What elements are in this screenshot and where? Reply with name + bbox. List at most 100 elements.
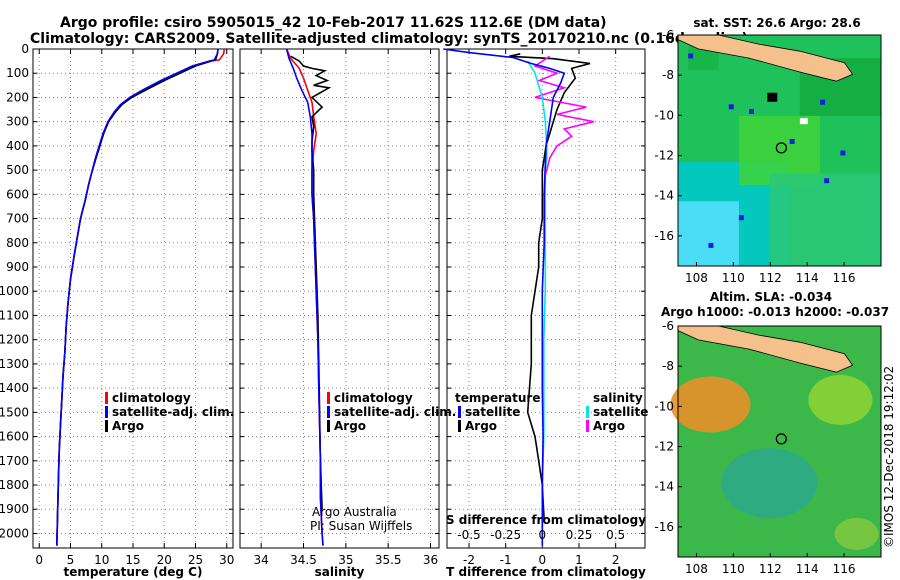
sst-map-title: sat. SST: 26.6 Argo: 28.6: [693, 16, 860, 30]
sst-pixel: [799, 118, 808, 125]
map-x-tick-label: 112: [759, 562, 782, 576]
credit-line1: Argo Australia: [312, 505, 397, 519]
legend-temperature-title: temperature: [455, 391, 540, 405]
sst-pixel: [820, 99, 826, 105]
legend-satellite-adj-label: satellite-adj. clim.: [112, 405, 234, 419]
sla-low: [721, 448, 818, 519]
y-tick-label: 2000: [0, 526, 29, 540]
x-tick-label: 15: [125, 553, 140, 567]
map-x-tick-label: 110: [722, 271, 745, 285]
figure-title-line2: Climatology: CARS2009. Satellite-adjuste…: [30, 31, 748, 47]
x-tick-label: -1: [500, 553, 512, 567]
sst-pixel: [738, 215, 744, 221]
series-satellite-t-diff: [443, 48, 566, 546]
y-tick-label: 900: [6, 260, 29, 274]
map-x-tick-label: 114: [796, 271, 819, 285]
legend-climatology-swatch: [105, 392, 108, 404]
credit-line2: PI: Susan Wijffels: [310, 519, 412, 533]
x-tick-label: 20: [157, 553, 172, 567]
series-satellite-s-diff: [527, 60, 548, 546]
legend-climatology-swatch: [327, 392, 330, 404]
y-tick-label: 600: [6, 187, 29, 201]
y-tick-label: 1800: [0, 478, 29, 492]
map-y-tick-label: -6: [662, 28, 674, 42]
map-y-tick-label: -14: [654, 189, 674, 203]
map-y-tick-label: -8: [662, 359, 674, 373]
y-tick-label: 1600: [0, 430, 29, 444]
figure-title-line1: Argo profile: csiro 5905015_42 10-Feb-20…: [60, 15, 607, 31]
legend-t-argo-swatch: [458, 420, 461, 432]
map-x-tick-label: 112: [759, 271, 782, 285]
y-tick-label: 1000: [0, 284, 29, 298]
legend-s-satellite-label: satellite: [593, 405, 648, 419]
plot-frame: [32, 48, 234, 549]
y-tick-label: 300: [6, 115, 29, 129]
y-tick-label: 1700: [0, 454, 29, 468]
x-tick-label: -2: [463, 553, 475, 567]
legend-satellite-adj-label: satellite-adj. clim.: [334, 405, 456, 419]
x2-tick-label: -0.25: [490, 528, 521, 542]
x-tick-label: 34.5: [290, 553, 317, 567]
series-argo-s-diff: [533, 55, 594, 176]
map-x-tick-label: 108: [685, 562, 708, 576]
y-tick-label: 800: [6, 236, 29, 250]
series-satellite-salinity: [285, 48, 324, 546]
x-tick-label: 10: [94, 553, 109, 567]
map-frame: [677, 325, 882, 558]
plot-frame: [239, 48, 440, 549]
argo-location-marker: [775, 142, 787, 154]
y-tick-label: 0: [21, 42, 29, 56]
map-y-tick-label: -12: [654, 149, 674, 163]
y-tick-label: 700: [6, 212, 29, 226]
legend-climatology-label: climatology: [112, 391, 191, 405]
series-argo-temperature: [56, 48, 219, 546]
y-tick-label: 100: [6, 66, 29, 80]
sla-mid: [834, 517, 879, 550]
series-satellite-temperature: [56, 48, 219, 546]
x-tick-label: 5: [67, 553, 75, 567]
sst-pixel: [789, 138, 795, 144]
legend-argo-swatch: [105, 420, 108, 432]
map-y-tick-label: -16: [654, 520, 674, 534]
y-tick-label: 1300: [0, 357, 29, 371]
sst-patch: [769, 173, 881, 266]
legend-t-satellite-swatch: [458, 406, 461, 418]
map-x-tick-label: 110: [722, 562, 745, 576]
map-y-tick-label: -8: [662, 68, 674, 82]
difference-panel: -2 -1 0 1 2T difference from climatology temp…: [443, 48, 648, 579]
sst-patch: [688, 46, 719, 70]
y-tick-label: 200: [6, 90, 29, 104]
sst-patch: [738, 115, 821, 186]
legend-argo-swatch: [327, 420, 330, 432]
legend-t-satellite-label: satellite: [465, 405, 520, 419]
x2-axis-label: S difference from climatology: [446, 513, 646, 527]
x-tick-label: 25: [188, 553, 203, 567]
map-x-tick-label: 114: [796, 562, 819, 576]
salinity-panel: 34 34.5 35 35.5 36 salinity climatologysatelli…: [239, 48, 456, 579]
sst-pixel: [824, 178, 830, 184]
x-tick-label: 35.5: [375, 553, 402, 567]
y-tick-label: 1100: [0, 308, 29, 322]
x-tick-label: 0: [35, 553, 43, 567]
x-tick-label: 2: [612, 553, 620, 567]
sst-pixel: [728, 104, 734, 110]
temperature-panel: 0100200300400500600700800900100011001200…: [0, 42, 234, 579]
series-argo-t-diff: [509, 53, 591, 522]
y-tick-label: 1200: [0, 333, 29, 347]
argo-location-marker: [775, 433, 787, 445]
map-y-tick-label: -16: [654, 229, 674, 243]
map-y-tick-label: -14: [654, 480, 674, 494]
sla-high: [670, 376, 751, 433]
imos-credit: ©IMOS 12-Dec-2018 19:12:02: [882, 366, 896, 548]
map-x-tick-label: 108: [685, 271, 708, 285]
plot-frame: [446, 48, 646, 549]
legend-satellite-adj-swatch: [105, 406, 108, 418]
legend-s-argo-label: Argo: [593, 419, 625, 433]
map-y-tick-label: -6: [662, 319, 674, 333]
x-tick-label: 1: [575, 553, 583, 567]
series-climatology-temperature: [56, 48, 226, 546]
y-tick-label: 500: [6, 163, 29, 177]
x2-tick-label: 0: [539, 528, 547, 542]
x-axis-label: T difference from climatology: [446, 565, 646, 579]
